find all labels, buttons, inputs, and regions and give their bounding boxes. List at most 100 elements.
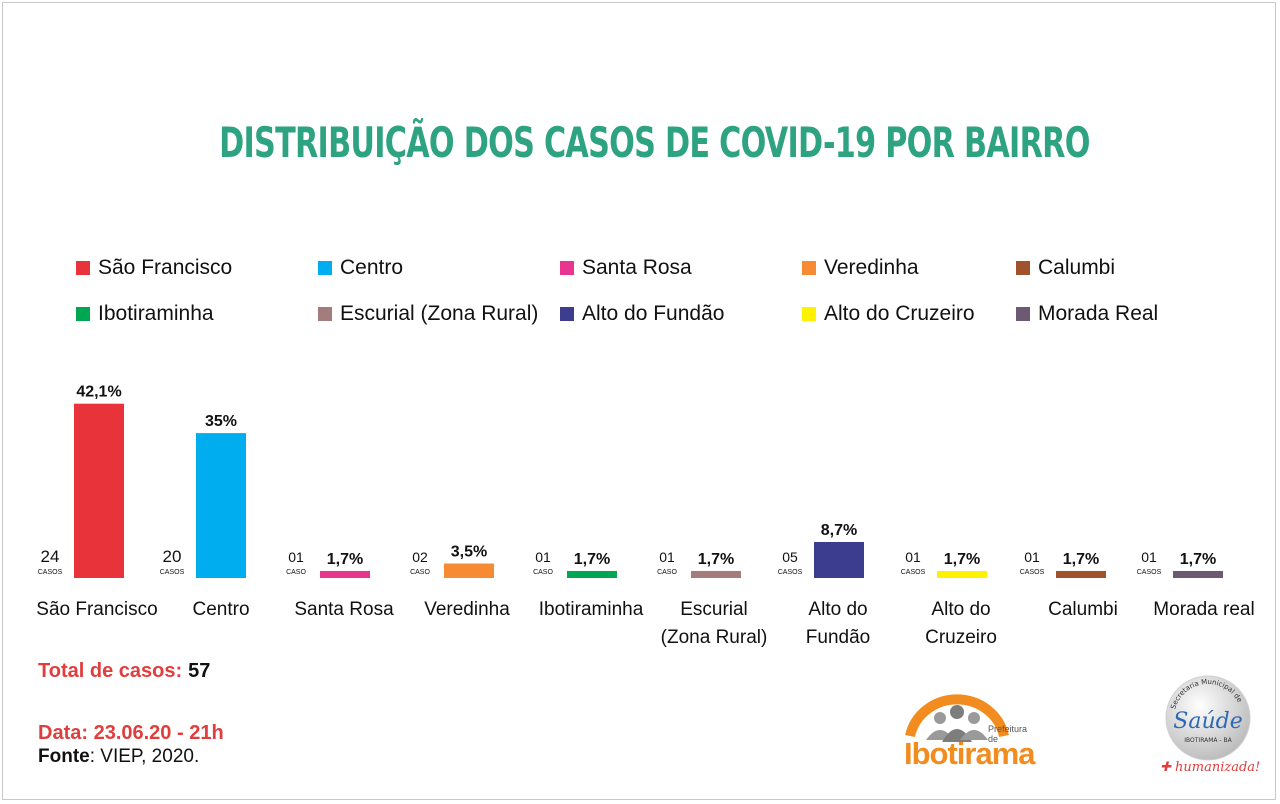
saude-tagline-text: humanizada! [1175, 760, 1261, 775]
data-label: 1,7% [944, 551, 980, 568]
case-count: 01 [535, 549, 551, 565]
bar [567, 570, 617, 578]
category-label: Veredinha [424, 599, 510, 620]
saude-logo: Secretaria Municipal de Saúde IBOTIRAMA … [1158, 674, 1261, 784]
legend-item: Alto do Fundão [560, 301, 724, 327]
source-label: Fonte [38, 746, 90, 767]
category-label: Centro [192, 599, 249, 620]
data-label: 35% [205, 413, 237, 430]
bar [444, 563, 494, 578]
ibotirama-logo-name: Ibotirama [904, 736, 1036, 771]
case-count: 02 [412, 549, 428, 565]
legend-item: São Francisco [76, 255, 232, 281]
legend-swatch [318, 261, 332, 275]
total-cases: Total de casos: 57 [38, 660, 210, 683]
case-count: 20 [163, 547, 182, 566]
case-unit: CASOS [38, 569, 63, 576]
bar-chart: 42,1% 24 CASOS São Francisco 35% 20 CASOS Centr… [36, 384, 1254, 648]
category-label: Calumbi [1048, 599, 1118, 620]
legend-swatch [560, 307, 574, 321]
legend-swatch [318, 307, 332, 321]
data-label: 1,7% [327, 551, 363, 568]
category-label: Morada real [1153, 599, 1254, 620]
legend-label: Veredinha [824, 256, 919, 279]
case-unit: CASOS [1137, 569, 1162, 576]
category-label: São Francisco [36, 599, 157, 620]
legend-label: Calumbi [1038, 256, 1116, 279]
legend-label: Santa Rosa [582, 256, 692, 279]
legend-swatch [76, 307, 90, 321]
case-count: 01 [905, 549, 921, 565]
total-cases-value: 57 [188, 660, 211, 682]
data-label: 42,1% [76, 384, 121, 401]
legend-label: Morada Real [1038, 302, 1159, 325]
legend-item: Calumbi [1016, 255, 1115, 281]
svg-text:IBOTIRAMA - BA: IBOTIRAMA - BA [1184, 737, 1232, 744]
case-count: 01 [1141, 549, 1157, 565]
data-label: 1,7% [574, 551, 610, 568]
category-label: Fundão [806, 627, 870, 648]
case-unit: CASOS [778, 569, 803, 576]
legend-swatch [802, 261, 816, 275]
legend-item: Ibotiraminha [76, 301, 214, 327]
chart-title: DISTRIBUIÇÃO DOS CASOS DE COVID-19 POR B… [219, 118, 1090, 167]
data-label: 1,7% [1063, 551, 1099, 568]
legend-item: Santa Rosa [560, 255, 692, 281]
category-label: Ibotiraminha [539, 599, 644, 620]
legend-item: Escurial (Zona Rural) [318, 301, 538, 327]
case-count: 24 [41, 547, 60, 566]
data-label: 8,7% [821, 522, 857, 539]
case-unit: CASO [286, 569, 306, 576]
bar [814, 541, 864, 578]
category-label: Santa Rosa [294, 599, 394, 620]
bar [691, 570, 741, 578]
bar [937, 570, 987, 578]
svg-text:Saúde: Saúde [1173, 709, 1242, 734]
legend-item: Centro [318, 255, 403, 281]
case-count: 01 [659, 549, 675, 565]
bar [74, 403, 124, 578]
case-count: 01 [1024, 549, 1040, 565]
legend-item: Morada Real [1016, 301, 1158, 327]
data-label: 1,7% [698, 551, 734, 568]
total-cases-label: Total de casos: [38, 660, 183, 682]
category-label: Alto do [931, 599, 990, 620]
ibotirama-logo-prefix: Prefeitura de [988, 724, 1028, 744]
saude-logo-tagline: ✚ humanizada! [1160, 760, 1261, 775]
legend-label: Escurial (Zona Rural) [340, 302, 539, 325]
legend-swatch [802, 307, 816, 321]
legend-label: Alto do Fundão [582, 302, 725, 325]
legend-item: Veredinha [802, 255, 919, 281]
source-note: Fonte: VIEP, 2020. [38, 746, 199, 768]
data-label: 3,5% [451, 544, 487, 561]
bar [196, 433, 246, 578]
ibotirama-logo: Prefeitura de Ibotirama [896, 684, 1036, 774]
report-date: Data: 23.06.20 - 21h [38, 722, 224, 744]
case-unit: CASOS [160, 569, 185, 576]
source-value: : VIEP, 2020. [89, 746, 200, 767]
case-unit: CASO [410, 569, 430, 576]
category-label: Escurial [680, 599, 748, 620]
category-label: Alto do [808, 599, 867, 620]
legend-label: São Francisco [98, 256, 233, 279]
bar [320, 570, 370, 578]
category-label: (Zona Rural) [661, 627, 768, 648]
ibotirama-logo-icon [905, 694, 1009, 742]
case-unit: CASOS [1020, 569, 1045, 576]
legend-item: Alto do Cruzeiro [802, 301, 975, 327]
case-unit: CASOS [901, 569, 926, 576]
legend-label: Ibotiraminha [98, 302, 214, 325]
bar [1173, 570, 1223, 578]
case-unit: CASO [657, 569, 677, 576]
legend-label: Centro [340, 256, 404, 279]
bar [1056, 570, 1106, 578]
category-label: Cruzeiro [925, 627, 997, 648]
case-unit: CASO [533, 569, 553, 576]
data-label: 1,7% [1180, 551, 1216, 568]
case-count: 01 [288, 549, 304, 565]
legend-swatch [1016, 307, 1030, 321]
legend-swatch [1016, 261, 1030, 275]
legend-label: Alto do Cruzeiro [824, 302, 975, 325]
legend-swatch [560, 261, 574, 275]
